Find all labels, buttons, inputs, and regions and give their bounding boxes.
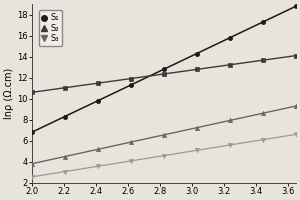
Point: [95, 82, 100, 85]
Y-axis label: lnρ (Ω.cm): lnρ (Ω.cm): [4, 68, 14, 119]
Point: [194, 52, 199, 55]
Point: [227, 143, 232, 147]
Point: [29, 175, 34, 178]
Point: [128, 83, 133, 87]
Point: [194, 126, 199, 129]
Point: [293, 133, 298, 136]
Point: [128, 159, 133, 163]
Point: [29, 162, 34, 165]
Point: [95, 165, 100, 168]
Legend: S₁, S₂, S₃: S₁, S₂, S₃: [38, 10, 62, 46]
Point: [128, 141, 133, 144]
Point: [62, 115, 67, 118]
Point: [95, 99, 100, 102]
Point: [293, 104, 298, 108]
Point: [161, 154, 166, 157]
Point: [293, 5, 298, 8]
Point: [128, 77, 133, 80]
Point: [161, 133, 166, 136]
Point: [260, 20, 265, 24]
Point: [260, 59, 265, 62]
Point: [29, 91, 34, 94]
Point: [62, 170, 67, 173]
Point: [62, 155, 67, 158]
Point: [260, 112, 265, 115]
Point: [293, 54, 298, 57]
Point: [260, 138, 265, 141]
Point: [95, 148, 100, 151]
Point: [161, 72, 166, 76]
Point: [29, 131, 34, 134]
Point: [227, 63, 232, 66]
Point: [227, 119, 232, 122]
Point: [62, 86, 67, 89]
Point: [194, 68, 199, 71]
Point: [227, 36, 232, 39]
Point: [161, 68, 166, 71]
Point: [194, 149, 199, 152]
